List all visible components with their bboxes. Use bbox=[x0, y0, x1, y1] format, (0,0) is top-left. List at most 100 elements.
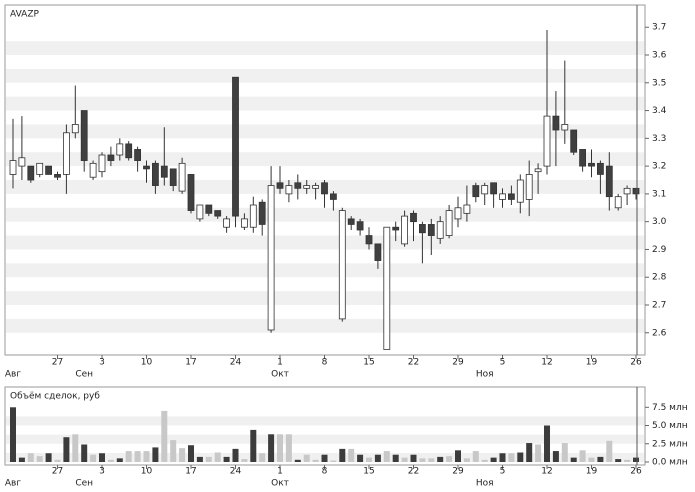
y-tick-label: 3.2 bbox=[652, 162, 666, 172]
candle-body bbox=[89, 162, 97, 178]
x-tick-label: 29 bbox=[452, 467, 464, 477]
candle-body bbox=[401, 215, 409, 245]
x-tick-label: 22 bbox=[408, 358, 419, 368]
candle-body bbox=[232, 76, 239, 217]
volume-bar bbox=[526, 443, 533, 462]
stripe bbox=[6, 96, 644, 111]
candle-body bbox=[151, 162, 159, 186]
volume-bar bbox=[259, 453, 266, 462]
volume-bar bbox=[63, 437, 70, 462]
volume-bar bbox=[321, 454, 328, 462]
volume-bar bbox=[54, 459, 61, 462]
candle-body bbox=[276, 182, 284, 189]
candle-body bbox=[605, 165, 613, 198]
month-label: Окт bbox=[271, 370, 289, 380]
candle-body bbox=[249, 204, 257, 228]
volume-bar bbox=[374, 454, 381, 462]
volume-bar bbox=[588, 457, 595, 462]
candle-body bbox=[258, 201, 266, 225]
candle-body bbox=[338, 210, 346, 320]
y-tick-label: 2.7 bbox=[652, 301, 666, 311]
volume-bar bbox=[170, 440, 177, 462]
x-tick-label: 19 bbox=[586, 358, 598, 368]
month-label: Сен bbox=[75, 370, 93, 380]
volume-bar bbox=[561, 443, 568, 462]
volume-bar bbox=[339, 448, 346, 462]
volume-bar bbox=[472, 451, 479, 462]
volume-bar bbox=[366, 457, 372, 462]
candle-body bbox=[214, 210, 222, 217]
x-tick-label: 12 bbox=[541, 467, 552, 477]
volume-bar bbox=[107, 459, 114, 462]
candle-body bbox=[143, 165, 150, 170]
volume-bar bbox=[90, 454, 97, 462]
stripe bbox=[6, 318, 644, 333]
candle-body bbox=[365, 235, 373, 245]
volume-bar bbox=[579, 450, 586, 462]
candle-body bbox=[27, 165, 35, 181]
month-label: Ноя bbox=[476, 479, 494, 489]
volume-bar bbox=[481, 459, 488, 462]
volume-bar bbox=[499, 453, 506, 462]
volume-bar bbox=[410, 454, 417, 462]
candle-body bbox=[294, 182, 302, 189]
candle-body bbox=[160, 165, 168, 178]
candle-body bbox=[410, 212, 417, 223]
candle-body bbox=[54, 174, 61, 178]
volume-bar bbox=[250, 429, 257, 462]
x-tick-label: 27 bbox=[52, 358, 63, 368]
volume-bar bbox=[134, 451, 141, 462]
candle-body bbox=[187, 174, 195, 211]
stripe bbox=[6, 68, 644, 83]
candle-body bbox=[178, 162, 186, 192]
candle-body bbox=[490, 182, 498, 195]
month-label: Сен bbox=[75, 479, 93, 489]
candle-body bbox=[196, 204, 204, 220]
candle-body bbox=[356, 221, 364, 231]
y-tick-label: 2.6 bbox=[652, 328, 667, 338]
volume-bar bbox=[490, 457, 497, 462]
x-tick-label: 8 bbox=[322, 358, 328, 368]
candle-body bbox=[169, 168, 177, 186]
y-tick-label: 2.5 млн bbox=[652, 439, 688, 449]
y-tick-label: 3.0 bbox=[652, 217, 667, 227]
candle-body bbox=[427, 224, 435, 236]
volume-bar bbox=[116, 458, 123, 462]
volume-bar bbox=[45, 453, 52, 462]
candle-body bbox=[472, 185, 480, 198]
volume-bar bbox=[223, 456, 230, 462]
volume-bar bbox=[152, 447, 159, 462]
volume-bar bbox=[633, 457, 639, 462]
stripe bbox=[6, 263, 644, 278]
month-label: Ноя bbox=[476, 370, 494, 380]
candle-body bbox=[312, 185, 320, 189]
x-tick-label: 3 bbox=[99, 467, 105, 477]
candle-body bbox=[205, 204, 213, 214]
month-label: Авг bbox=[5, 479, 21, 489]
volume-bar bbox=[143, 451, 150, 462]
stripe bbox=[6, 416, 644, 426]
candle-body bbox=[579, 149, 586, 167]
candle-body bbox=[285, 185, 293, 195]
x-tick-label: 3 bbox=[99, 358, 105, 368]
x-tick-label: 26 bbox=[630, 467, 642, 477]
volume-bar bbox=[294, 459, 301, 462]
candle-body bbox=[134, 149, 142, 161]
stripe bbox=[6, 434, 644, 444]
volume-bar bbox=[357, 454, 364, 462]
volume-bar bbox=[125, 451, 132, 462]
volume-bar bbox=[330, 460, 337, 462]
y-tick-label: 3.6 bbox=[652, 51, 667, 61]
panel-title: Объём сделок, руб bbox=[10, 392, 100, 402]
x-tick-label: 12 bbox=[541, 358, 552, 368]
candle-body bbox=[632, 187, 640, 195]
candle-body bbox=[321, 182, 328, 195]
candle-body bbox=[543, 115, 551, 167]
candle-body bbox=[507, 193, 515, 200]
candle-body bbox=[454, 207, 462, 220]
volume-bar bbox=[27, 453, 34, 462]
candle-body bbox=[516, 179, 524, 203]
stripe bbox=[6, 152, 644, 167]
volume-bar bbox=[72, 434, 79, 462]
y-tick-label: 3.1 bbox=[652, 189, 666, 199]
